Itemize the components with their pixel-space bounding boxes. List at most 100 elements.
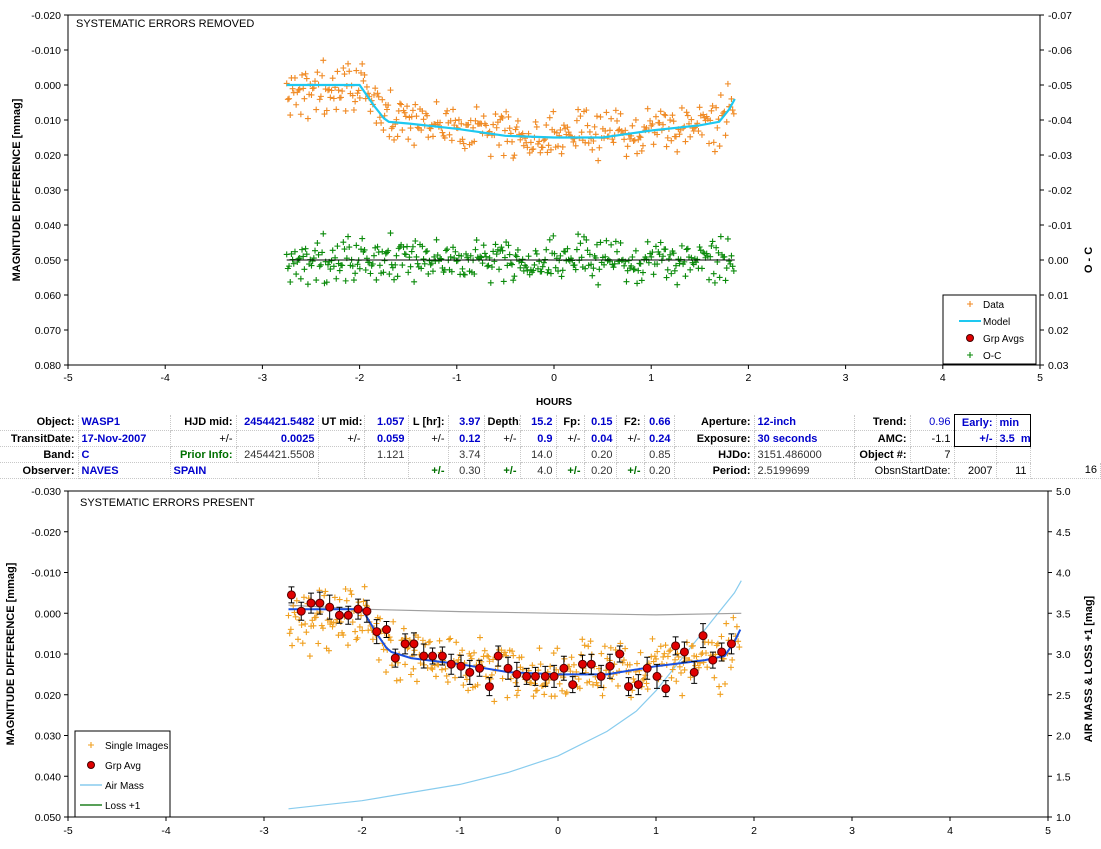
single-image-point	[285, 612, 292, 619]
data-point	[493, 124, 500, 131]
single-image-point	[298, 622, 305, 629]
single-image-point	[319, 625, 326, 632]
single-image-point	[657, 643, 664, 650]
oc-point	[625, 257, 632, 264]
single-image-point	[512, 679, 519, 686]
single-image-point	[586, 678, 593, 685]
oc-point	[317, 261, 324, 268]
data-point	[621, 136, 628, 143]
single-image-point	[614, 682, 621, 689]
ut-mid-value: 1.057	[364, 414, 409, 431]
data-point	[547, 146, 554, 153]
group-average-point	[717, 647, 727, 657]
top-legend: Data Model Grp Avgs O-C	[942, 294, 1037, 365]
group-average-point	[726, 639, 736, 649]
group-average-point	[708, 655, 718, 665]
object-number-value: 7	[910, 446, 955, 463]
data-point	[470, 124, 477, 131]
data-point	[383, 106, 390, 113]
oc-point	[696, 243, 703, 250]
oc-point	[341, 246, 348, 253]
data-point	[446, 131, 453, 138]
data-point	[458, 120, 465, 127]
oc-point	[660, 253, 667, 260]
oc-point	[670, 250, 677, 257]
single-image-point	[292, 613, 299, 620]
data-point	[419, 108, 426, 115]
single-image-point	[291, 609, 298, 616]
group-average-point	[400, 639, 410, 649]
legend-label: Grp Avgs	[983, 334, 1024, 345]
hjd-mid-error: 0.0025	[236, 430, 319, 447]
single-image-point	[287, 626, 294, 633]
data-point	[532, 118, 539, 125]
single-image-point	[336, 596, 343, 603]
data-point	[545, 142, 552, 149]
oc-point	[543, 246, 550, 253]
oc-point	[698, 265, 705, 272]
early-unit: min	[996, 414, 1031, 431]
legend-label: Model	[983, 317, 1010, 328]
oc-point	[359, 235, 366, 242]
exposure-value: 30 seconds	[754, 430, 855, 447]
data-point	[297, 111, 304, 118]
oc-point	[590, 265, 597, 272]
single-image-point	[310, 622, 317, 629]
data-point	[603, 109, 610, 116]
group-average-point	[586, 659, 596, 669]
y2-tick-label: 5.0	[1056, 486, 1071, 498]
transit-date-label: TransitDate:	[0, 430, 79, 447]
group-average-point	[652, 671, 662, 681]
data-point	[291, 74, 298, 81]
single-image-point	[465, 687, 472, 694]
oc-point	[544, 269, 551, 276]
data-point	[424, 112, 431, 119]
single-image-point	[393, 677, 400, 684]
single-image-point	[453, 639, 460, 646]
single-image-point	[693, 653, 700, 660]
ut-mid-label: UT mid:	[318, 414, 365, 431]
oc-point	[490, 248, 497, 255]
oc-point	[614, 248, 621, 255]
group-average-point	[633, 680, 643, 690]
observer-value: NAVES	[78, 462, 171, 479]
single-image-point	[306, 653, 313, 660]
oc-point	[434, 252, 441, 259]
oc-point	[303, 251, 310, 258]
data-point	[585, 140, 592, 147]
oc-point	[411, 278, 418, 285]
oc-point	[545, 266, 552, 273]
oc-point	[726, 258, 733, 265]
oc-point	[595, 281, 602, 288]
oc-point	[291, 248, 298, 255]
length-label: L [hr]:	[408, 414, 449, 431]
oc-point	[329, 247, 336, 254]
data-point	[293, 101, 300, 108]
single-image-point	[534, 687, 541, 694]
prior-depth-error: 4.0	[520, 462, 557, 479]
single-image-point	[714, 640, 721, 647]
single-image-point	[300, 594, 307, 601]
data-point	[374, 90, 381, 97]
oc-point	[507, 260, 514, 267]
data-point	[608, 115, 615, 122]
group-average-point	[390, 653, 400, 663]
oc-point	[631, 266, 638, 273]
single-image-point	[419, 637, 426, 644]
single-image-point	[711, 674, 718, 681]
oc-point	[463, 250, 470, 257]
data-point	[661, 111, 668, 118]
bottom-legend: Single Images Grp Avg Air Mass Loss +1	[74, 730, 171, 818]
single-image-point	[673, 678, 680, 685]
single-image-point	[589, 681, 596, 688]
oc-point	[645, 259, 652, 266]
data-point	[500, 152, 507, 159]
single-image-point	[593, 679, 600, 686]
single-image-point	[347, 587, 354, 594]
group-average-point	[596, 671, 606, 681]
single-image-point	[681, 666, 688, 673]
y-tick-label: 0.010	[35, 115, 61, 127]
single-image-point	[722, 680, 729, 687]
legend-swatch	[88, 742, 94, 748]
data-point	[644, 105, 651, 112]
